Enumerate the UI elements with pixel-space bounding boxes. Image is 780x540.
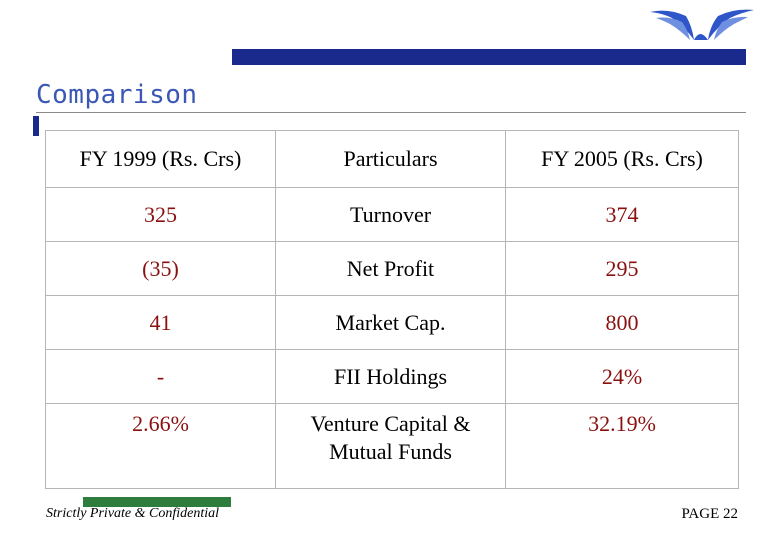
column-header-fy1999: FY 1999 (Rs. Crs) xyxy=(45,130,276,188)
fy1999-value: 41 xyxy=(45,295,276,350)
column-header-particulars: Particulars xyxy=(275,130,506,188)
particular-label: Venture Capital & Mutual Funds xyxy=(275,403,506,489)
table-row: 2.66% Venture Capital & Mutual Funds 32.… xyxy=(45,403,739,489)
fy2005-value: 295 xyxy=(505,241,739,296)
header-accent-bar xyxy=(232,49,746,65)
comparison-table: FY 1999 (Rs. Crs) Particulars FY 2005 (R… xyxy=(45,130,739,489)
particular-label: Net Profit xyxy=(275,241,506,296)
particular-label: Market Cap. xyxy=(275,295,506,350)
footer-accent-bar xyxy=(83,497,231,507)
fy1999-value: 325 xyxy=(45,187,276,242)
confidentiality-note: Strictly Private & Confidential xyxy=(46,506,220,521)
slide-title: Comparison xyxy=(36,80,198,110)
page-number: PAGE 22 xyxy=(681,506,738,522)
table-row: 325 Turnover 374 xyxy=(45,187,739,242)
table-row: (35) Net Profit 295 xyxy=(45,241,739,296)
fy1999-value: - xyxy=(45,349,276,404)
title-divider xyxy=(36,112,746,113)
particular-label: FII Holdings xyxy=(275,349,506,404)
title-accent-mark xyxy=(33,116,39,136)
fy1999-value: 2.66% xyxy=(45,403,276,489)
particular-label: Turnover xyxy=(275,187,506,242)
fy2005-value: 374 xyxy=(505,187,739,242)
table-row: - FII Holdings 24% xyxy=(45,349,739,404)
fy1999-value: (35) xyxy=(45,241,276,296)
fy2005-value: 32.19% xyxy=(505,403,739,489)
column-header-fy2005: FY 2005 (Rs. Crs) xyxy=(505,130,739,188)
table-row: 41 Market Cap. 800 xyxy=(45,295,739,350)
fy2005-value: 800 xyxy=(505,295,739,350)
table-header-row: FY 1999 (Rs. Crs) Particulars FY 2005 (R… xyxy=(45,130,739,188)
company-wing-logo-icon xyxy=(650,9,754,40)
fy2005-value: 24% xyxy=(505,349,739,404)
